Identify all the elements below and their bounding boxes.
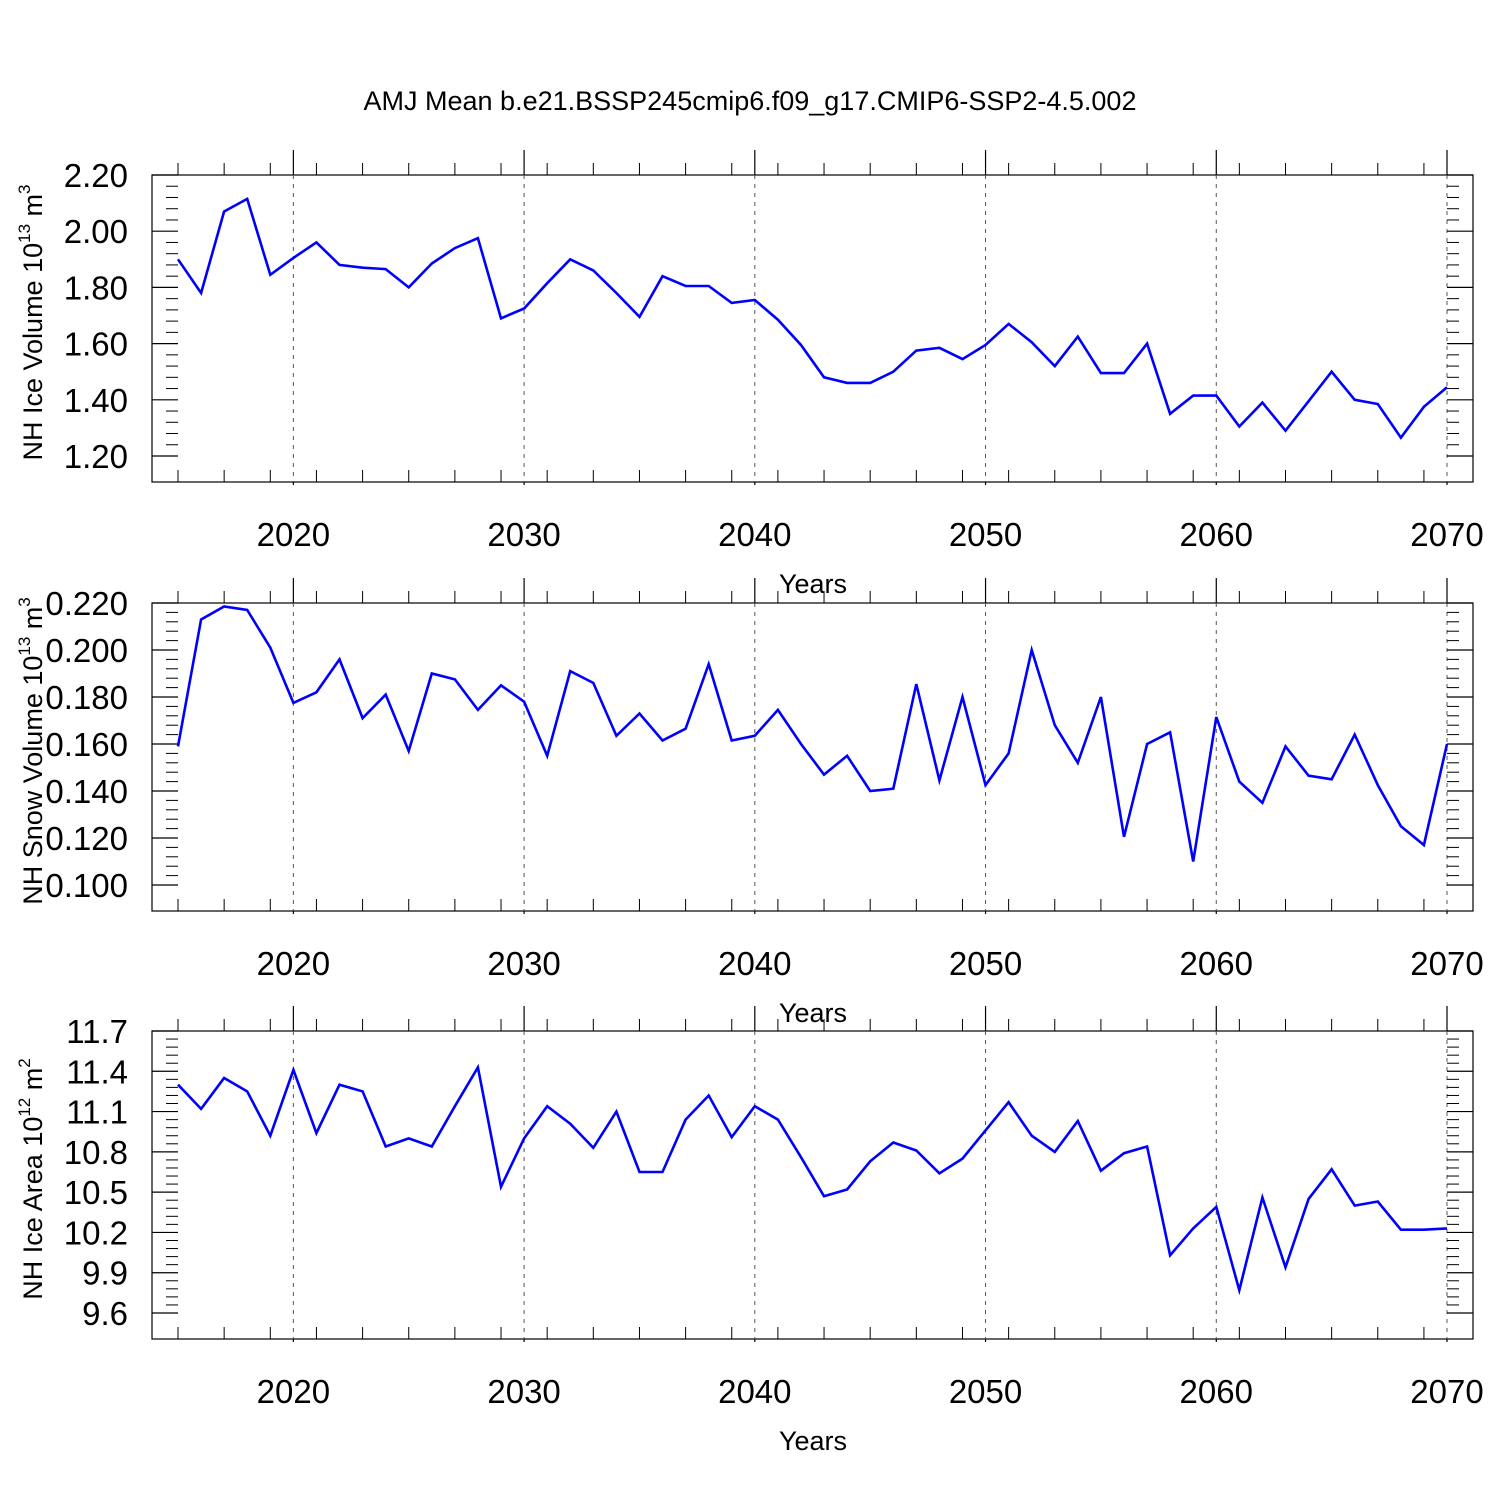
x-tick-label: 2020 [257, 516, 330, 553]
series-line [176, 196, 1448, 440]
x-tick-label: 2070 [1410, 516, 1483, 553]
x-tick-label: 2020 [257, 1373, 330, 1410]
panel-1: 2020 2030 2040 2050 2060 2070 1.20 1.40 1.60 1.80… [15, 150, 1484, 599]
panel-3: 2020 2030 2040 2050 2060 2070 9.69.9 10.210.510… [15, 1006, 1484, 1456]
x-tick-label: 2050 [949, 945, 1022, 982]
y-tick-label: 9.9 [82, 1255, 128, 1292]
chart-title: AMJ Mean b.e21.BSSP245cmip6.f09_g17.CMIP… [363, 86, 1137, 116]
y-tick-label: 11.4 [66, 1053, 128, 1090]
y-tick-label: 0.140 [45, 773, 128, 810]
x-tick-label: 2070 [1410, 945, 1483, 982]
y-tick-label: 1.20 [64, 438, 128, 475]
y-axis-label: NH Ice Area 1012 m2 [15, 1058, 48, 1299]
x-axis-label: Years [779, 569, 847, 599]
y-tick-label: 1.60 [64, 326, 128, 363]
x-tick-label: 2040 [718, 516, 791, 553]
x-tick-label: 2030 [487, 1373, 560, 1410]
y-tick-label: 1.80 [64, 269, 128, 306]
y-tick-label: 9.6 [82, 1295, 128, 1332]
y-tick-label: 10.8 [64, 1134, 128, 1171]
y-tick-label: 0.180 [45, 679, 128, 716]
x-tick-label: 2060 [1180, 1373, 1253, 1410]
y-tick-label: 2.00 [64, 213, 128, 250]
x-tick-label: 2060 [1180, 945, 1253, 982]
x-tick-label: 2060 [1180, 516, 1253, 553]
x-tick-label: 2030 [487, 516, 560, 553]
y-tick-label: 2.20 [64, 157, 128, 194]
y-tick-label: 10.2 [64, 1214, 128, 1251]
series-line [177, 1063, 1448, 1296]
y-tick-label: 0.220 [45, 585, 128, 622]
x-tick-label: 2050 [949, 1373, 1022, 1410]
plot-frame [151, 1030, 1474, 1340]
x-tick-label: 2050 [949, 516, 1022, 553]
x-tick-label: 2040 [718, 945, 791, 982]
series-line [176, 605, 1449, 862]
y-tick-label: 1.40 [64, 382, 128, 419]
y-tick-label: 0.160 [45, 726, 128, 763]
x-tick-label: 2030 [487, 945, 560, 982]
y-axis-label: NH Ice Volume 1013 m3 [15, 185, 48, 461]
plot-frame [151, 174, 1474, 483]
x-tick-label: 2070 [1410, 1373, 1483, 1410]
plot-frame [151, 602, 1474, 912]
x-tick-label: 2040 [718, 1373, 791, 1410]
y-tick-label: 11.7 [66, 1013, 128, 1050]
y-tick-label: 0.100 [45, 867, 128, 904]
y-axis-label: NH Snow Volume 1013 m3 [15, 597, 48, 905]
y-tick-label: 0.120 [45, 820, 128, 857]
panel-2: 2020 2030 2040 2050 2060 2070 0.100 0.120 0.140 0… [15, 578, 1484, 1028]
x-axis-label: Years [779, 1426, 847, 1456]
x-axis-label: Years [779, 998, 847, 1028]
y-tick-label: 0.200 [45, 632, 128, 669]
x-tick-label: 2020 [257, 945, 330, 982]
y-tick-label: 11.1 [66, 1094, 128, 1131]
y-tick-label: 10.5 [64, 1174, 128, 1211]
